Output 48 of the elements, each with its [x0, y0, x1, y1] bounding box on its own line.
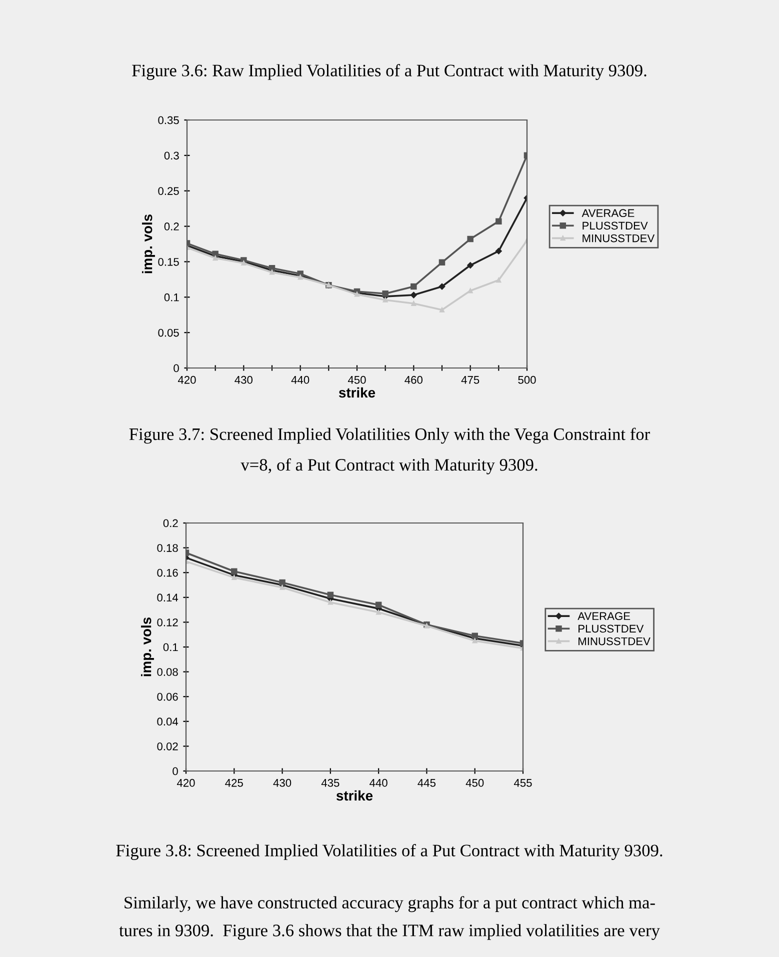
y-tick-label: 0.18	[157, 544, 178, 552]
x-tick-label: 420	[178, 376, 196, 384]
y-tick-label: 0.04	[157, 718, 178, 726]
x-tick-label: 425	[225, 778, 243, 787]
x-tick-label: 455	[514, 779, 532, 787]
y-tick-label: 0.25	[158, 187, 179, 195]
text: Similarly, we have constructed accuracy graphs for a put contract which ma- tures in 9309. Figure 3.6 shows that the ITM raw implied volatilities are very	[119, 896, 660, 940]
legend-label: AVERAGE	[582, 209, 634, 218]
legend-label: AVERAGE	[578, 612, 630, 620]
x-tick-label: 500	[518, 376, 536, 384]
x-tick-label: 460	[404, 376, 422, 384]
x-axis-title: strike	[338, 387, 376, 398]
legend-label: MINUSSTDEV	[578, 637, 650, 646]
x-tick-label: 445	[418, 779, 436, 787]
y-tick-label: 0.02	[157, 742, 178, 750]
x-tick-label: 450	[466, 778, 484, 787]
y-tick-label: 0.08	[157, 668, 178, 676]
y-tick-label: 0.2	[164, 222, 179, 230]
y-tick-label: 0.16	[157, 568, 178, 577]
x-tick-label: 420	[176, 778, 195, 787]
x-tick-label: 435	[321, 778, 340, 787]
x-tick-label: 430	[273, 778, 292, 787]
y-tick-label: 0.05	[158, 328, 179, 337]
y-tick-label: 0.15	[158, 258, 179, 266]
y-tick-label: 0.14	[157, 594, 178, 602]
y-tick-label: 0.1	[163, 643, 178, 652]
legend-label: MINUSSTDEV	[582, 234, 655, 242]
x-tick-label: 440	[291, 376, 310, 384]
x-axis-title: strike	[336, 790, 373, 801]
y-tick-label: 0.12	[157, 618, 178, 626]
y-tick-label: 0.35	[158, 116, 179, 124]
y-tick-label: 0.1	[164, 293, 179, 302]
y-tick-label: 0.2	[163, 519, 178, 528]
y-tick-label: 0	[174, 364, 179, 372]
legend-label: PLUSSTDEV	[582, 222, 648, 230]
chart-title: Figure 3.6: Raw Implied Volatilities of a Put Contract with Maturity 9309.	[132, 64, 646, 80]
x-tick-label: 475	[461, 376, 480, 384]
legend-label: PLUSSTDEV	[578, 624, 644, 633]
y-tick-label: 0	[172, 767, 178, 776]
y-axis-title: imp. vols	[142, 214, 155, 274]
caption: Figure 3.8: Screened Implied Volatilities of a Put Contract with Maturity 9309.	[116, 844, 662, 860]
y-tick-label: 0.06	[157, 692, 178, 701]
y-axis-title: imp. vols	[141, 617, 154, 676]
x-tick-label: 450	[348, 376, 366, 384]
x-tick-label: 430	[234, 376, 252, 384]
x-tick-label: 440	[370, 778, 388, 787]
chart-title: Figure 3.7: Screened Implied Volatilities Only with the Vega Constraint for v=8, of a Put Contract with Maturity 9309.	[129, 428, 650, 474]
y-tick-label: 0.3	[164, 152, 179, 160]
